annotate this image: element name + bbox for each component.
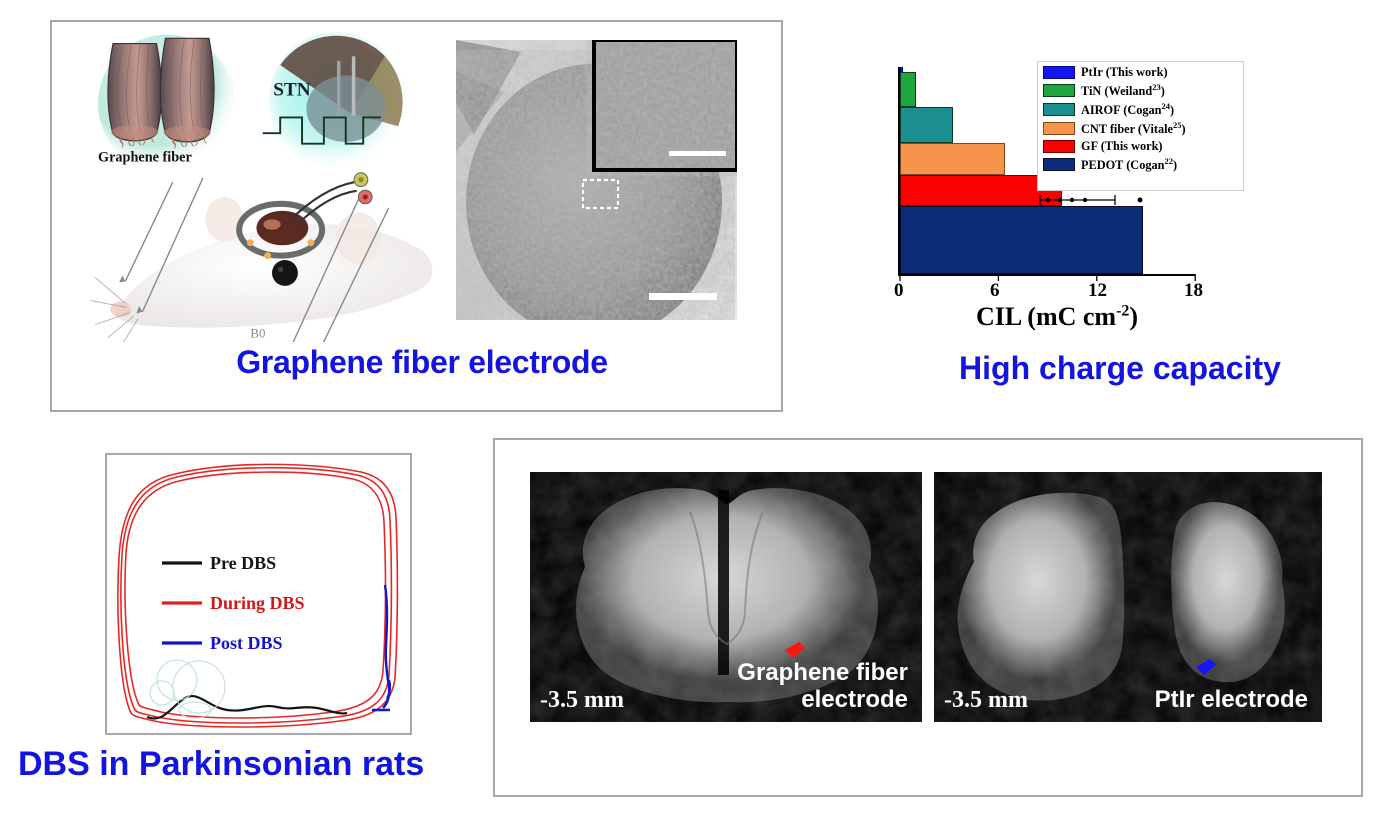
svg-text:Post DBS: Post DBS — [210, 633, 283, 653]
svg-text:B0: B0 — [250, 326, 265, 341]
svg-text:During DBS: During DBS — [210, 593, 305, 613]
svg-text:Pre DBS: Pre DBS — [210, 553, 276, 573]
svg-text:STN: STN — [273, 80, 311, 101]
